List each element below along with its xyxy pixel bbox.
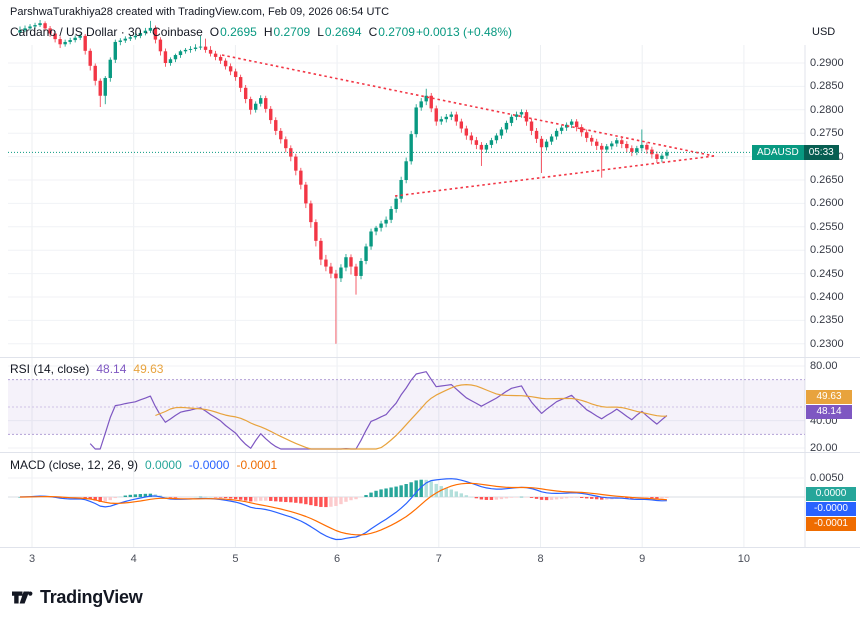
ohlc-close-label: C xyxy=(368,25,378,39)
rsi-legend: RSI (14, close) 48.14 49.63 xyxy=(10,362,163,376)
macd-signal-value: -0.0001 xyxy=(236,458,278,472)
tradingview-logo-text: TradingView xyxy=(40,586,143,607)
macd-hist-value: 0.0000 xyxy=(145,458,182,472)
macd-signal-axis-badge: -0.0001 xyxy=(806,517,856,531)
rsi-value: 48.14 xyxy=(96,362,127,376)
tradingview-logo-icon xyxy=(12,591,33,604)
grid-lines xyxy=(0,45,860,548)
macd-line-axis-badge: -0.0000 xyxy=(806,502,856,516)
candlestick-series[interactable] xyxy=(18,19,669,344)
ohlc-open-value: 0.2695 xyxy=(220,25,257,39)
rsi-ma-axis-badge: 49.63 xyxy=(806,390,852,404)
symbol-title: Cardano / US Dollar · 30 · Coinbase xyxy=(10,25,203,39)
triangle-pattern-lines[interactable] xyxy=(221,54,715,197)
rsi-ma-value: 49.63 xyxy=(133,362,164,376)
ohlc-high-label: H xyxy=(263,25,273,39)
ohlc-low-label: L xyxy=(317,25,324,39)
symbol-legend: Cardano / US Dollar · 30 · Coinbase O0.26… xyxy=(10,25,512,39)
macd-hist-axis-badge: 0.0000 xyxy=(806,487,856,501)
price-badge-symbol: ADAUSD xyxy=(752,145,804,160)
indicator-lines xyxy=(18,371,669,541)
macd-line-value: -0.0000 xyxy=(188,458,230,472)
ohlc-open-label: O xyxy=(209,25,220,39)
ohlc-low-value: 0.2694 xyxy=(324,25,362,39)
macd-legend: MACD (close, 12, 26, 9) 0.0000 -0.0000 -0.0… xyxy=(10,458,277,472)
tradingview-logo[interactable]: TradingView xyxy=(10,585,143,609)
ohlc-high-value: 0.2709 xyxy=(273,25,311,39)
ohlc-change-value: +0.0013 (+0.48%) xyxy=(415,25,513,39)
rsi-legend-title: RSI (14, close) xyxy=(10,362,90,376)
attribution-text: ParshwaTurakhiya28 created with TradingV… xyxy=(10,6,390,18)
currency-label: USD xyxy=(812,26,836,38)
rsi-band xyxy=(8,379,805,435)
price-badge-countdown: 05:33 xyxy=(803,145,839,160)
rsi-axis-badge: 48.14 xyxy=(806,405,852,419)
ohlc-close-value: 0.2709 xyxy=(378,25,415,39)
macd-legend-title: MACD (close, 12, 26, 9) xyxy=(10,458,139,472)
price-badge: ADAUSD 05:33 xyxy=(752,145,839,160)
